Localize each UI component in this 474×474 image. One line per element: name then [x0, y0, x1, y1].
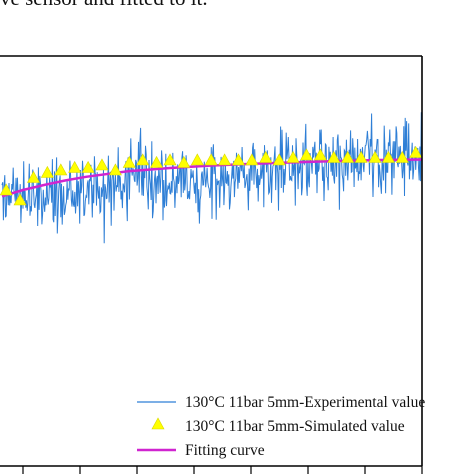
simulated-point	[299, 148, 314, 161]
legend-label: 130°C 11bar 5mm-Simulated value	[185, 418, 405, 435]
legend-simulated-swatch	[151, 417, 165, 430]
simulated-point	[204, 153, 218, 166]
legend-label: 130°C 11bar 5mm-Experimental value	[185, 394, 425, 411]
simulated-point	[68, 160, 82, 173]
legend-label: Fitting curve	[185, 442, 265, 459]
figure-caption: ve sensor and fitted to it.	[0, 0, 208, 11]
simulated-point	[0, 183, 13, 196]
axes-layer	[0, 55, 423, 474]
simulated-point	[341, 150, 355, 163]
simulated-point	[245, 153, 259, 166]
simulated-point	[409, 145, 423, 158]
simulated-point	[26, 170, 41, 183]
simulated-point	[13, 193, 27, 206]
simulated-point	[108, 163, 122, 176]
series-layer	[0, 112, 423, 244]
simulated-point	[163, 153, 177, 166]
legend: 130°C 11bar 5mm-Experimental value 130°C …	[137, 394, 425, 459]
simulated-point	[313, 148, 327, 161]
simulated-point	[150, 155, 164, 168]
simulated-point	[177, 155, 191, 168]
simulated-point	[190, 153, 204, 166]
simulated-point	[95, 158, 109, 171]
simulated-point	[395, 150, 409, 163]
simulated-point	[122, 155, 136, 168]
simulated-point	[218, 153, 232, 166]
simulated-point	[231, 153, 245, 166]
simulated-point	[368, 150, 382, 163]
simulated-point	[40, 165, 54, 178]
simulated-point	[327, 150, 341, 163]
experimental-series-line	[1, 112, 423, 244]
simulated-point	[259, 150, 273, 163]
simulated-point	[272, 153, 286, 166]
simulated-point	[381, 150, 395, 163]
simulated-point	[81, 160, 95, 173]
simulated-point	[286, 150, 300, 163]
simulated-point	[54, 163, 68, 176]
simulated-point	[354, 150, 368, 163]
simulated-point	[136, 153, 150, 166]
